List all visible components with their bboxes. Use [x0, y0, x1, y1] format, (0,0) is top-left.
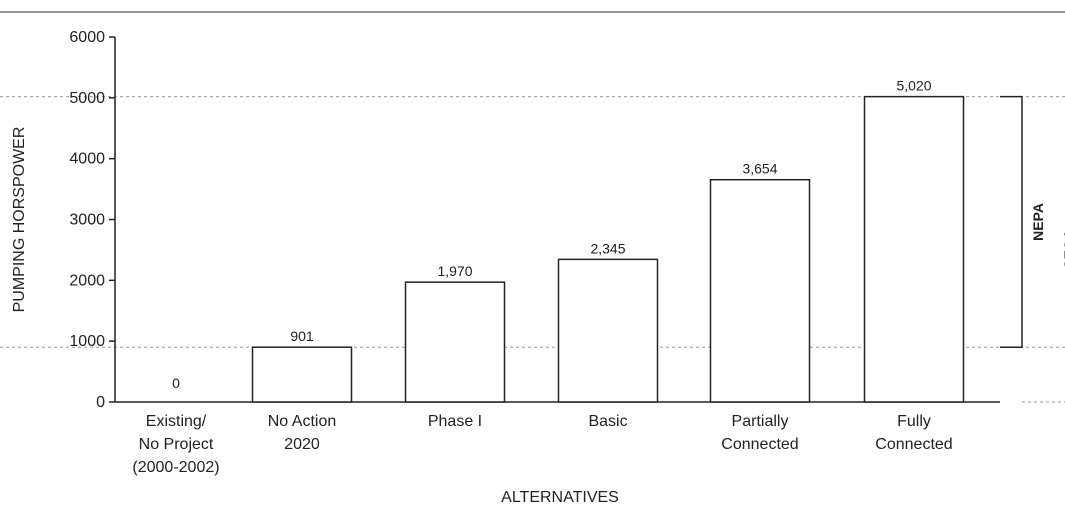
y-tick-label: 5000 [69, 90, 105, 107]
category-label: No Action [268, 413, 336, 430]
value-label: 901 [290, 328, 314, 344]
value-label: 1,970 [437, 263, 472, 279]
value-label: 5,020 [896, 78, 931, 94]
category-label: Partially [732, 413, 789, 430]
nepa-bracket [1000, 97, 1022, 348]
bar [711, 180, 810, 402]
category-label: 2020 [284, 436, 320, 453]
category-label: Basic [588, 413, 627, 430]
category-label: Existing/ [146, 413, 207, 430]
category-label: No Project [139, 436, 214, 453]
x-axis-label: ALTERNATIVES [501, 489, 619, 506]
value-label: 3,654 [742, 161, 777, 177]
axes: 0 1000 2000 3000 4000 5000 6000 [69, 29, 1000, 411]
nepa-label: NEPA [1030, 203, 1046, 241]
y-tick-label: 0 [96, 394, 105, 411]
value-label: 2,345 [590, 240, 625, 256]
bar [559, 259, 658, 402]
y-tick-label: 3000 [69, 212, 105, 229]
y-tick-label: 2000 [69, 272, 105, 289]
bar [865, 97, 964, 402]
y-tick-label: 4000 [69, 151, 105, 168]
y-axis-label: PUMPING HORSPOWER [11, 127, 28, 313]
y-tick-label: 1000 [69, 333, 105, 350]
category-label: Phase I [428, 413, 482, 430]
brackets: NEPA CEQA [1000, 97, 1065, 348]
category-label: Connected [721, 436, 798, 453]
bar [406, 282, 505, 402]
category-label: Fully [897, 413, 931, 430]
y-tick-label: 6000 [69, 29, 105, 46]
category-label: (2000-2002) [132, 459, 219, 476]
category-label: Connected [875, 436, 952, 453]
ceqa-label: CEQA [1061, 229, 1065, 269]
bars: 0 Existing/No Project (2000-2002) 901 No Act… [132, 78, 963, 476]
bar [253, 347, 352, 402]
value-label: 0 [172, 375, 180, 391]
